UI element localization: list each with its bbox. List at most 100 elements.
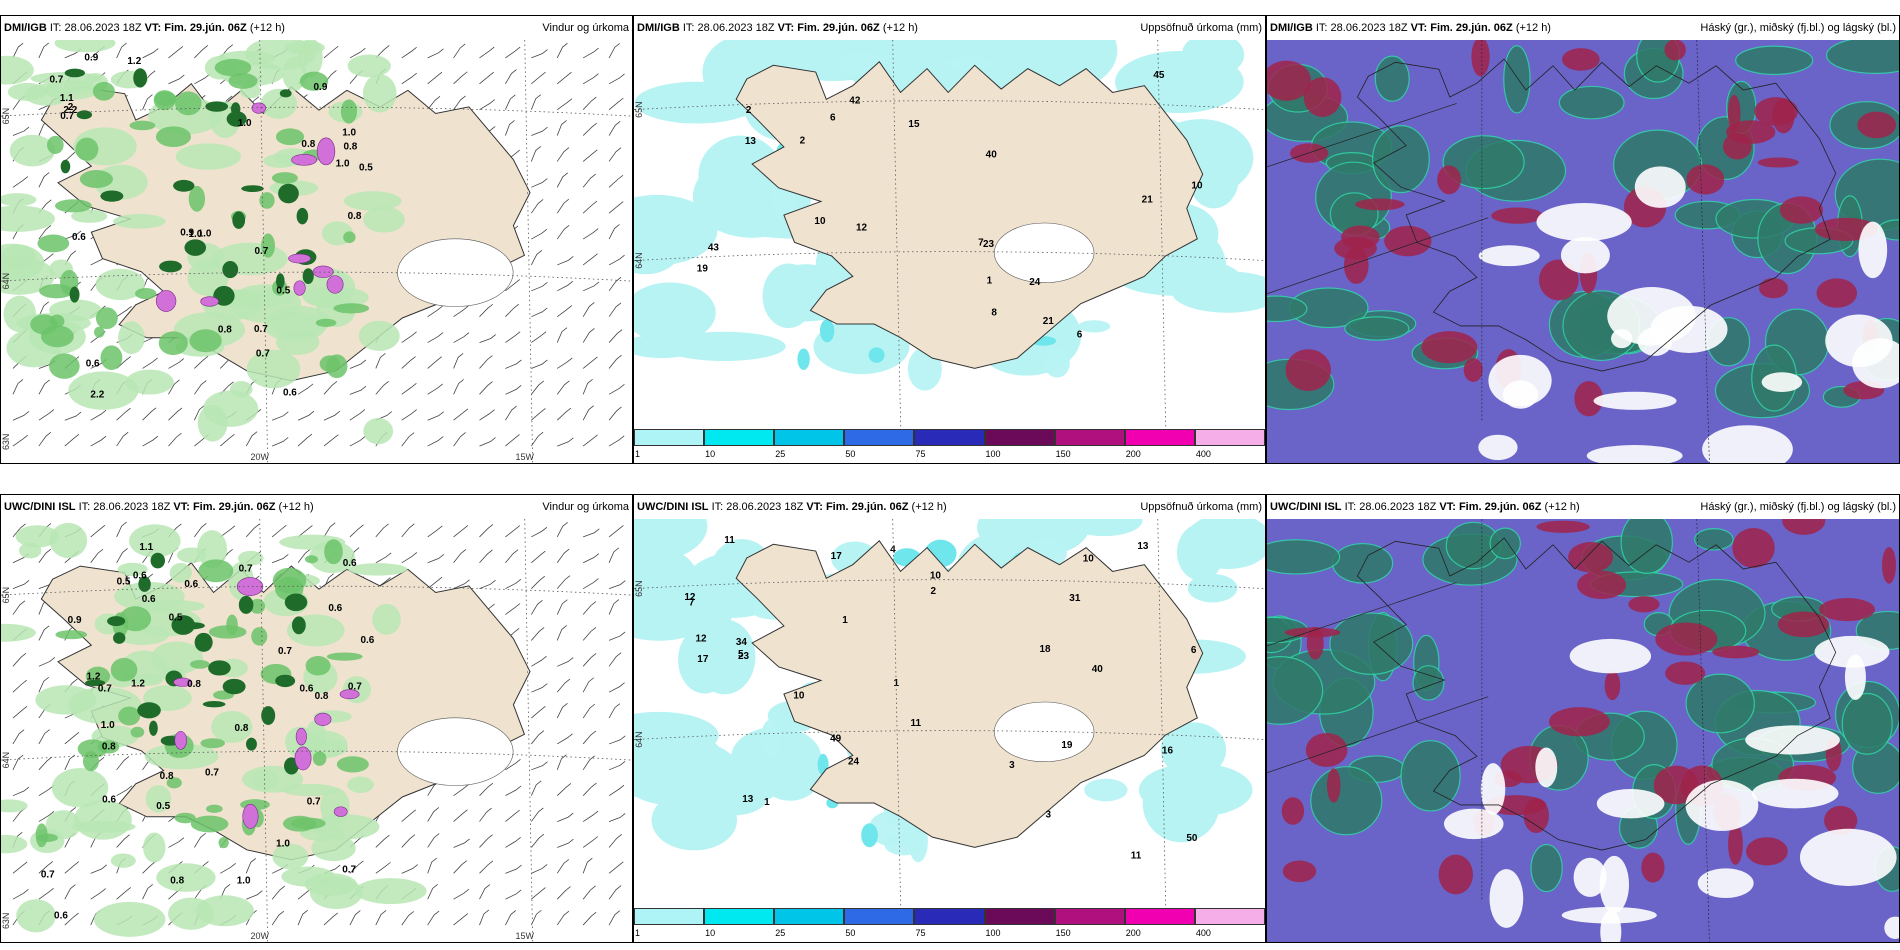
- precip-value: 0.5: [359, 162, 373, 173]
- init-time: 28.06.2023 18Z: [697, 22, 775, 34]
- accum-value: 11: [724, 535, 735, 546]
- accum-value: 15: [908, 119, 920, 130]
- init-time-label: IT:: [1344, 501, 1357, 513]
- accum-value: 11: [1131, 850, 1142, 861]
- accum-value: 7: [978, 237, 984, 248]
- map-panel-dmi-accum: DMI/IGB IT: 28.06.2023 18Z VT: Fim. 29.j…: [633, 15, 1266, 464]
- accum-value: 17: [831, 551, 843, 562]
- precip-value: 0.8: [235, 723, 249, 734]
- accum-value: 12: [856, 222, 868, 233]
- colorbar-label: 400: [1195, 449, 1211, 459]
- init-time-label: IT:: [711, 501, 724, 513]
- colorbar-swatch: [844, 908, 915, 925]
- colorbar-label: 50: [845, 928, 856, 938]
- accum-value: 1: [764, 797, 770, 808]
- colorbar-label: 1: [635, 449, 641, 459]
- precip-value: 0.5: [156, 801, 170, 812]
- precip-value: 0.6: [283, 388, 297, 399]
- accum-value: 6: [830, 112, 836, 123]
- lat-label: 65N: [634, 101, 644, 117]
- colorbar-label: 10: [705, 449, 716, 459]
- panel-title: Háský (gr.), miðský (fj.bl.) og lágský (…: [1700, 22, 1896, 34]
- precip-value: 1.2: [127, 56, 141, 67]
- precip-value: 0.8: [102, 741, 116, 752]
- precip-value: 0.9: [314, 82, 328, 93]
- precip-value: 0.8: [348, 211, 362, 222]
- lon-label: 20W: [250, 452, 269, 462]
- precip-value: 0.5: [276, 285, 290, 296]
- precip-value: 0.6: [86, 359, 100, 370]
- map-panel-uwc-accum: UWC/DINI ISL IT: 28.06.2023 18Z VT: Fim.…: [633, 494, 1266, 943]
- accum-value: 6: [1191, 645, 1197, 656]
- precip-value: 0.8: [315, 691, 329, 702]
- cloud-layers: [1267, 40, 1899, 463]
- precip-value: 0.7: [256, 349, 270, 360]
- accum-value: 13: [742, 794, 754, 805]
- lat-label: 64N: [634, 252, 644, 268]
- precip-value: 1.2: [131, 679, 145, 690]
- init-time-label: IT:: [78, 501, 91, 513]
- accum-values: 1211111313241945101713102318176341216103…: [684, 535, 1198, 861]
- lat-label: 64N: [634, 731, 644, 747]
- colorbar-swatch: [1054, 429, 1125, 446]
- panel-title: Uppsöfnuð úrkoma (mm): [1140, 501, 1262, 513]
- accum-value: 8: [991, 307, 997, 318]
- precip-value: 0.5: [117, 577, 131, 588]
- map-clouds: [1267, 40, 1899, 463]
- colorbar-swatch: [914, 429, 985, 446]
- valid-time: VT: Fim. 29.jún. 06Z: [806, 501, 909, 513]
- precip-value: 0.8: [187, 679, 201, 690]
- accum-value: 50: [1186, 833, 1198, 844]
- precip-value: 0.7: [41, 869, 55, 880]
- valid-time: VT: Fim. 29.jún. 06Z: [173, 501, 276, 513]
- iceland-landmass: [735, 61, 1204, 369]
- accum-value: 45: [1153, 70, 1165, 81]
- panel-header: UWC/DINI ISL IT: 28.06.2023 18Z VT: Fim.…: [1267, 495, 1899, 519]
- colorbar-swatch: [774, 429, 845, 446]
- precip-value: 1.0: [101, 720, 115, 731]
- model-name: UWC/DINI ISL: [1270, 501, 1342, 513]
- init-time: 28.06.2023 18Z: [64, 22, 142, 34]
- precip-value: 2.2: [63, 105, 77, 116]
- colorbar-swatch: [1194, 908, 1265, 925]
- precip-value: 0.5: [169, 612, 183, 623]
- precip-value: 0.6: [133, 570, 147, 581]
- precip-value: 0.7: [348, 682, 362, 693]
- colorbar-swatch: [704, 429, 775, 446]
- colorbar-label: 50: [845, 449, 856, 459]
- init-time: 28.06.2023 18Z: [726, 501, 804, 513]
- accum-value: 10: [1191, 181, 1203, 192]
- colorbar-label: 100: [985, 449, 1001, 459]
- accum-value: 19: [697, 263, 709, 274]
- precip-value: 1.1: [60, 93, 74, 104]
- glacier: [397, 238, 514, 307]
- lead-time: (+12 h): [278, 501, 314, 513]
- accum-value: 10: [1083, 554, 1095, 565]
- init-time-label: IT:: [49, 22, 62, 34]
- accum-value: 23: [738, 651, 750, 662]
- lead-time: (+12 h): [249, 22, 285, 34]
- accum-value: 19: [1061, 740, 1073, 751]
- map-panel-uwc-clouds: UWC/DINI ISL IT: 28.06.2023 18Z VT: Fim.…: [1266, 494, 1900, 943]
- accum-value: 2: [930, 586, 936, 597]
- precip-value: 1.0: [238, 118, 252, 129]
- precip-values: 0.80.50.60.81.12.21.20.61.02.20.80.71.01…: [49, 53, 373, 401]
- colorbar-label: 25: [775, 449, 786, 459]
- precip-value: 0.7: [278, 646, 292, 657]
- colorbar: 1 10 25 50 75 100 150 200 400: [634, 906, 1265, 942]
- graticule: [1267, 40, 1710, 463]
- accum-value: 13: [745, 136, 757, 147]
- iceland-outline: [1356, 58, 1837, 372]
- accum-value: 4: [890, 544, 896, 555]
- colorbar-label: 200: [1125, 928, 1141, 938]
- precip-field: [1, 522, 427, 937]
- model-name: DMI/IGB: [637, 22, 680, 34]
- valid-time: VT: Fim. 29.jún. 06Z: [1439, 501, 1542, 513]
- colorbar-swatch: [1194, 429, 1265, 446]
- lon-label: 15W: [516, 931, 535, 941]
- accum-value: 34: [736, 637, 748, 648]
- init-time: 28.06.2023 18Z: [1330, 22, 1408, 34]
- precip-value: 1.0: [198, 229, 212, 240]
- lon-label: 20W: [250, 931, 269, 941]
- map-wind-precip: 0.80.50.60.81.12.21.20.61.02.20.80.71.01…: [1, 40, 632, 463]
